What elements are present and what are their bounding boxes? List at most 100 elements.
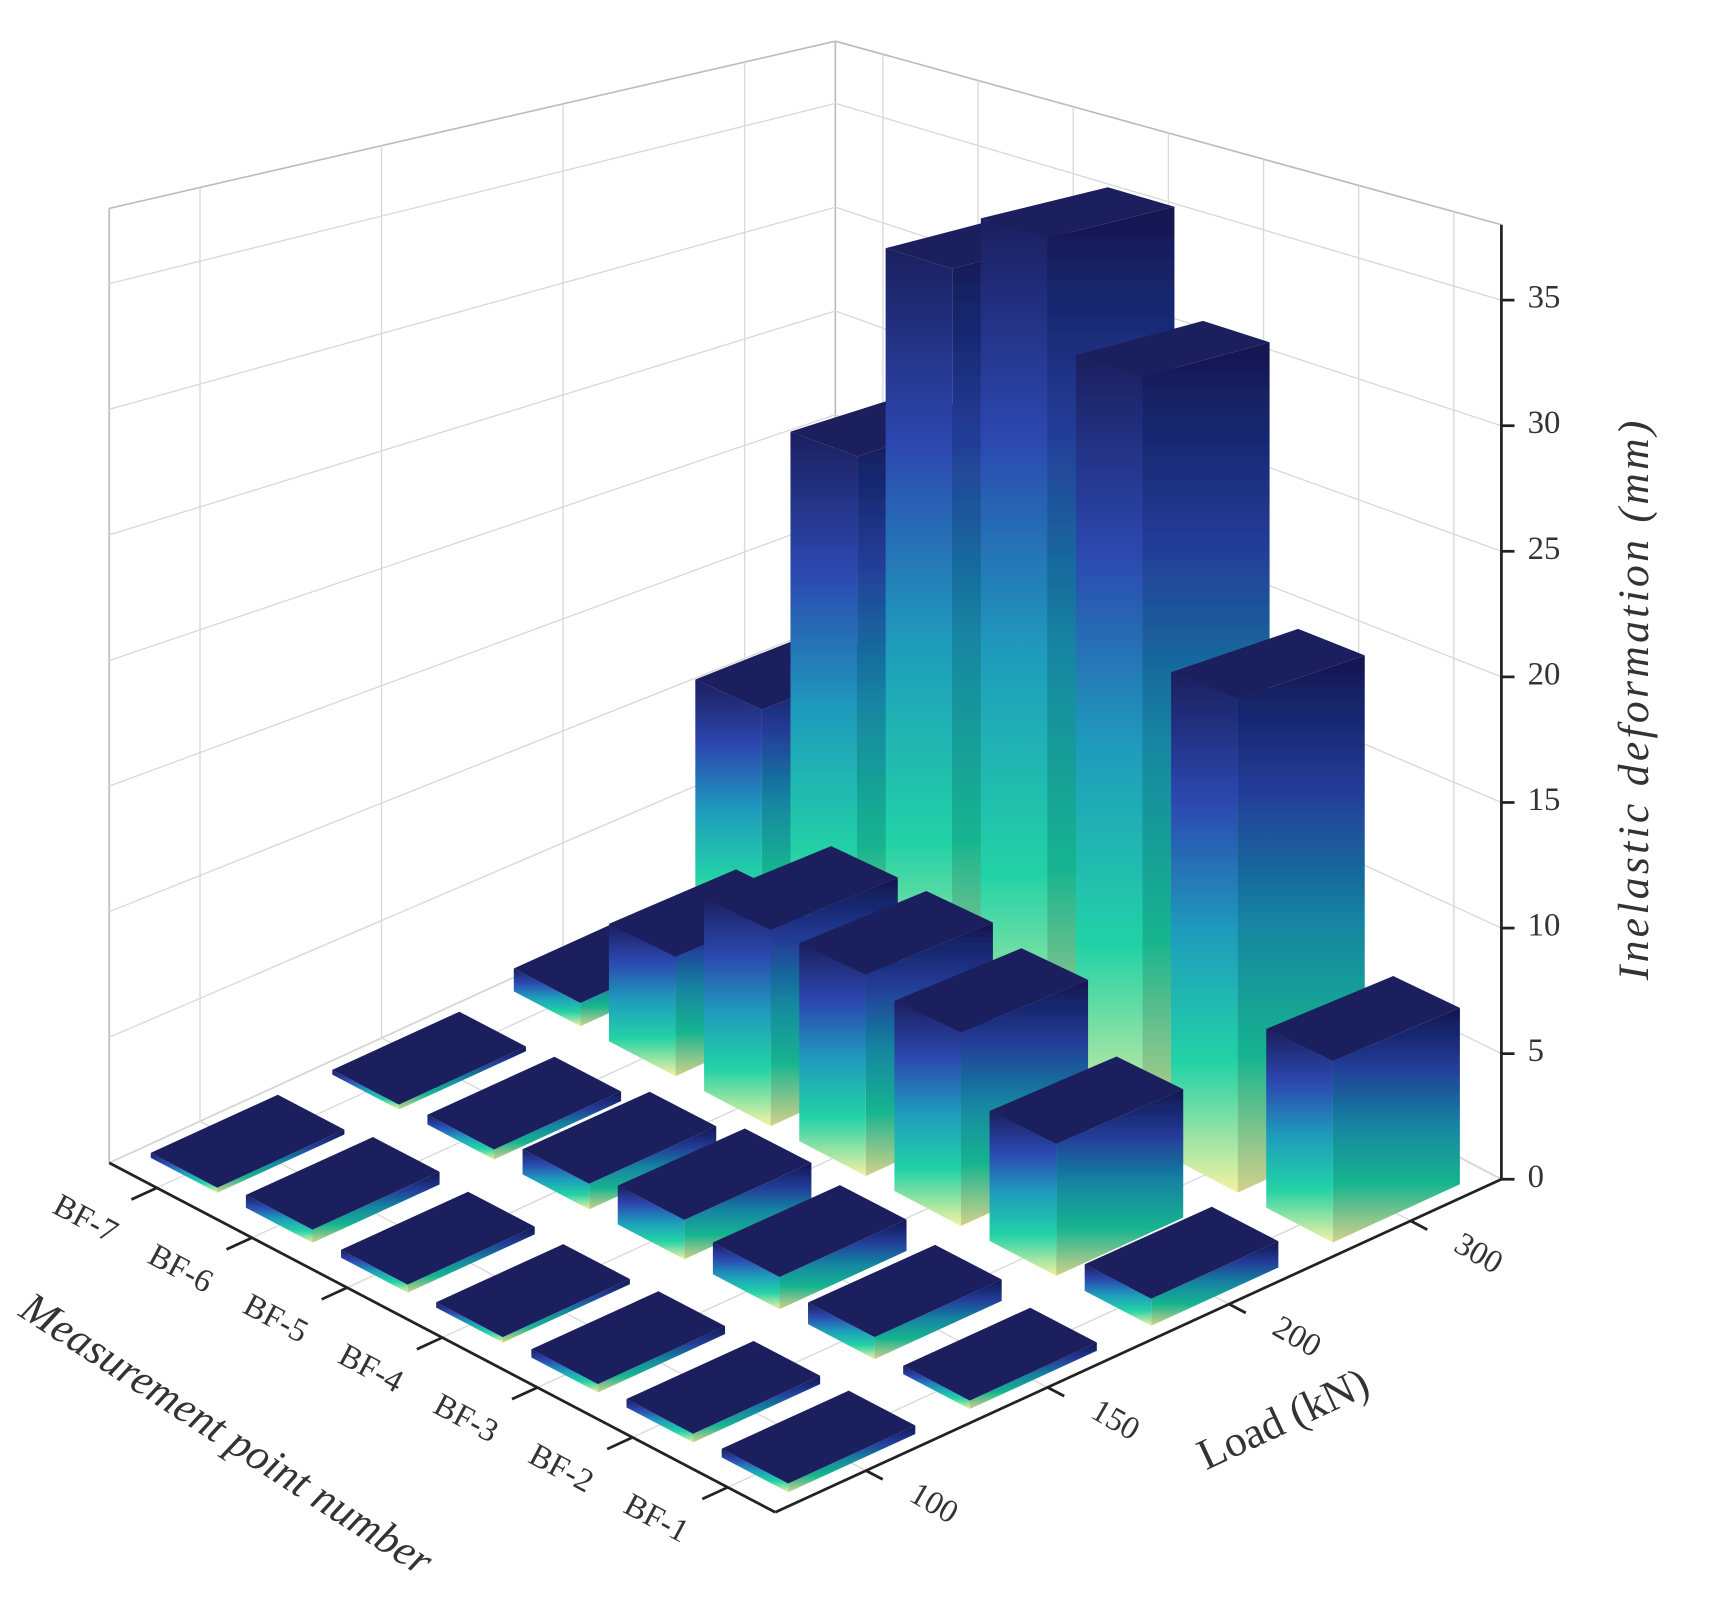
bar-top — [427, 1056, 622, 1150]
y-tick-label: 100 — [904, 1476, 965, 1532]
bar-side — [332, 1069, 399, 1110]
bar-side — [788, 1425, 916, 1493]
bar-side — [684, 1162, 812, 1260]
x-tick-label: BF-2 — [523, 1437, 599, 1500]
bar-side — [808, 1302, 875, 1360]
x-tick-label: BF-5 — [237, 1287, 313, 1350]
bar-side — [989, 1111, 1057, 1276]
bar-side — [407, 1226, 535, 1293]
x-tick-label: BF-6 — [142, 1237, 218, 1300]
bar-top — [1266, 976, 1460, 1061]
bar-side — [721, 1448, 789, 1493]
grid-line — [109, 206, 836, 410]
bar-side — [704, 898, 771, 1127]
bar-side — [502, 1278, 630, 1343]
bar-top — [522, 1091, 717, 1184]
z-tick-label: 30 — [1528, 405, 1561, 441]
x-tick-label: BF-3 — [428, 1387, 504, 1450]
x-tick — [321, 1286, 348, 1301]
z-tick-label: 0 — [1528, 1159, 1544, 1195]
bar-side — [1332, 1007, 1460, 1243]
grid-line — [109, 517, 836, 787]
bar-top — [903, 1307, 1097, 1401]
x-tick-label: BF-1 — [618, 1487, 694, 1550]
z-tick-label: 5 — [1528, 1033, 1544, 1069]
y-tick — [1228, 1302, 1247, 1315]
grid-line — [109, 414, 836, 662]
bar-side — [980, 218, 1048, 1093]
bar-top — [808, 1244, 1002, 1338]
y-axis-title: Load (kN) — [1190, 1359, 1376, 1480]
bar-side — [885, 248, 953, 1043]
bar-side — [626, 1398, 694, 1443]
bar-side — [894, 1000, 962, 1226]
bar-top — [712, 1185, 907, 1277]
bar-side — [799, 943, 866, 1177]
z-axis-title: Inelastic deformation (mm) — [1610, 417, 1658, 981]
z-tick-label: 35 — [1528, 280, 1561, 316]
bar-top — [1075, 320, 1270, 377]
bar-side — [608, 923, 676, 1077]
bar-side — [779, 1219, 907, 1310]
bar-side — [1056, 1089, 1184, 1276]
x-tick — [511, 1386, 538, 1401]
bar-side — [150, 1152, 218, 1193]
grid-line — [108, 621, 836, 913]
grid-line — [109, 310, 836, 536]
bar-side — [874, 1279, 1002, 1360]
y-tick — [1410, 1219, 1428, 1231]
bar-top — [436, 1244, 630, 1338]
bar-top — [1084, 1206, 1279, 1299]
bar-side — [903, 1365, 970, 1410]
bar-side — [1084, 1264, 1152, 1326]
bar-side — [1171, 672, 1238, 1193]
z-tick-label: 25 — [1528, 531, 1561, 567]
bar-top — [1171, 628, 1365, 699]
x-tick — [416, 1336, 443, 1351]
bar-side — [693, 1375, 821, 1443]
bar-top — [531, 1291, 726, 1385]
x-tick — [606, 1436, 634, 1451]
bar-top — [341, 1191, 535, 1285]
bar-top — [626, 1340, 821, 1434]
bar-top — [980, 187, 1175, 238]
bar-side — [427, 1114, 495, 1160]
bar-top — [617, 1128, 812, 1220]
x-tick — [130, 1186, 158, 1201]
bar-side — [436, 1302, 503, 1343]
x-tick — [701, 1486, 729, 1501]
bar-side — [217, 1129, 345, 1193]
bar-side — [712, 1242, 780, 1310]
bar-side — [398, 1046, 526, 1110]
x-axis-title: Measurement point number — [11, 1282, 442, 1585]
bar-side — [513, 968, 581, 1027]
bar-top — [989, 1056, 1184, 1144]
bar-side — [531, 1349, 598, 1393]
bar-side — [969, 1342, 1097, 1410]
x-tick-label: BF-7 — [47, 1187, 123, 1250]
x-tick-label: BF-4 — [333, 1337, 409, 1400]
bar-top — [799, 891, 993, 975]
bar-side — [1075, 355, 1143, 1143]
y-axis-line — [774, 1178, 1502, 1514]
grid-line — [109, 102, 836, 285]
bar-side — [312, 1171, 440, 1243]
bar-side — [245, 1194, 313, 1243]
y-tick-label: 200 — [1267, 1309, 1328, 1365]
bar-top — [150, 1094, 345, 1188]
bar-top — [245, 1137, 440, 1230]
bar-side — [341, 1249, 408, 1293]
z-tick-label: 15 — [1528, 782, 1561, 818]
bar-side — [597, 1326, 726, 1393]
bar-side — [1151, 1241, 1279, 1326]
y-tick-label: 150 — [1085, 1392, 1146, 1448]
y-tick — [865, 1469, 884, 1481]
y-tick — [1046, 1386, 1065, 1398]
z-tick-label: 20 — [1528, 656, 1561, 692]
y-tick-label: 300 — [1448, 1226, 1509, 1282]
bar-side — [1266, 1028, 1333, 1243]
bar-top — [332, 1011, 526, 1105]
bar-side — [617, 1185, 685, 1260]
bar-side — [494, 1091, 622, 1160]
